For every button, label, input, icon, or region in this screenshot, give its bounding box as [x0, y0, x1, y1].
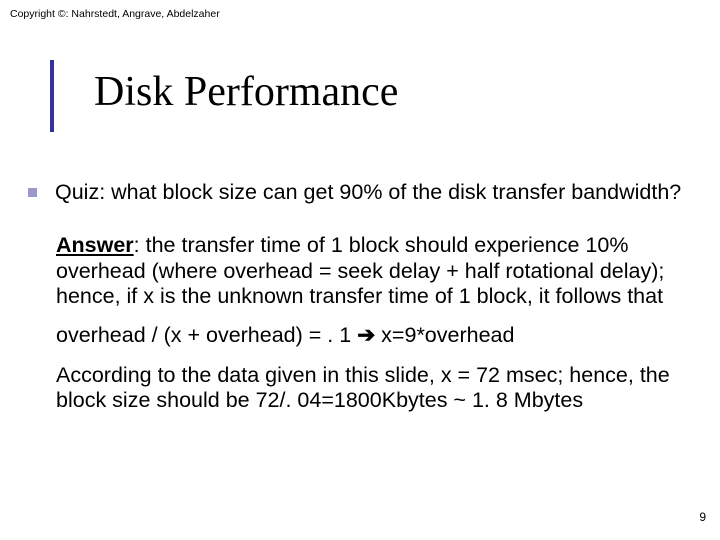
answer-paragraph: Answer: the transfer time of 1 block sho…	[56, 233, 708, 309]
answer-block: Answer: the transfer time of 1 block sho…	[56, 233, 708, 413]
equation-left: overhead / (x + overhead) = . 1	[56, 323, 357, 347]
page-number: 9	[699, 510, 706, 524]
slide: Copyright ©: Nahrstedt, Angrave, Abdelza…	[0, 0, 720, 540]
answer-body: : the transfer time of 1 block should ex…	[56, 233, 664, 308]
arrow-icon: ➔	[357, 323, 375, 347]
quiz-row: Quiz: what block size can get 90% of the…	[28, 180, 708, 205]
equation-line: overhead / (x + overhead) = . 1 ➔ x=9*ov…	[56, 323, 708, 348]
copyright-line: Copyright ©: Nahrstedt, Angrave, Abdelza…	[10, 8, 220, 20]
body-region: Quiz: what block size can get 90% of the…	[28, 180, 708, 428]
equation-right: x=9*overhead	[375, 323, 514, 347]
title-accent-bar	[50, 60, 54, 132]
according-paragraph: According to the data given in this slid…	[56, 363, 708, 414]
title-block: Disk Performance	[50, 60, 398, 132]
quiz-text: Quiz: what block size can get 90% of the…	[55, 180, 681, 205]
answer-label: Answer	[56, 233, 134, 257]
square-bullet-icon	[28, 188, 37, 197]
slide-title: Disk Performance	[94, 60, 398, 132]
